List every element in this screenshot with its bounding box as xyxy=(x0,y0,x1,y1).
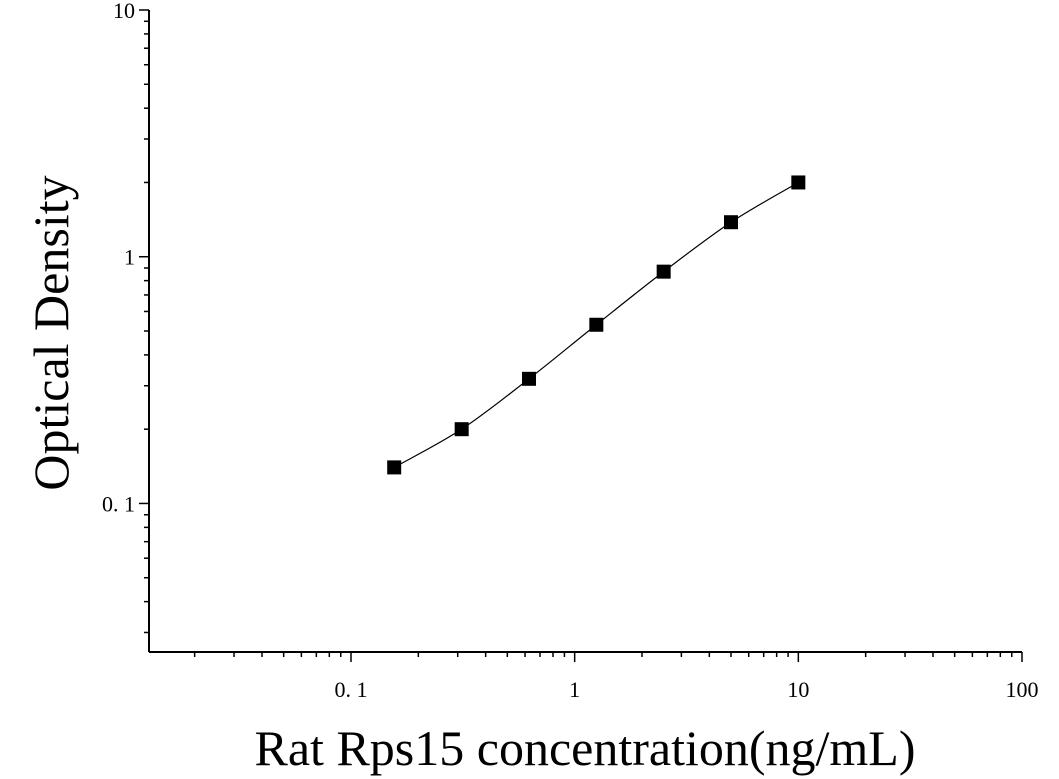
y-tick-label: 1 xyxy=(124,245,135,270)
data-point-marker xyxy=(589,317,604,332)
data-point-marker xyxy=(387,460,402,475)
x-tick-label: 1 xyxy=(569,677,580,702)
data-point-marker xyxy=(522,371,537,386)
ticks xyxy=(139,9,1023,662)
y-axis-title: Optical Density xyxy=(23,175,79,490)
axes xyxy=(148,10,1022,653)
x-tick-label: 0. 1 xyxy=(334,677,367,702)
x-tick-label: 100 xyxy=(1006,677,1039,702)
data-point-marker xyxy=(656,264,671,279)
data-points xyxy=(387,175,806,475)
data-point-marker xyxy=(791,175,806,190)
data-point-marker xyxy=(724,215,738,230)
y-tick-label: 0. 1 xyxy=(102,491,135,516)
x-axis-title: Rat Rps15 concentration(ng/mL) xyxy=(255,720,916,776)
data-point-marker xyxy=(454,422,469,437)
y-tick-label: 10 xyxy=(113,0,135,23)
tick-labels: 0. 1 1 10 100 0. 1 1 10 xyxy=(102,0,1039,702)
x-tick-label: 10 xyxy=(787,677,809,702)
